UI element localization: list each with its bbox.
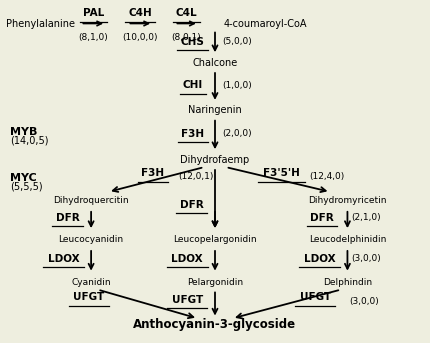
Text: DFR: DFR: [56, 213, 80, 223]
Text: MYB: MYB: [10, 127, 37, 138]
Text: Dihydrofaemp: Dihydrofaemp: [180, 155, 250, 165]
Text: (8,0,1): (8,0,1): [172, 33, 201, 42]
Text: DFR: DFR: [310, 213, 334, 223]
Text: Dihydroquercitin: Dihydroquercitin: [53, 196, 129, 205]
Text: Delphindin: Delphindin: [323, 277, 372, 286]
Text: UFGT: UFGT: [300, 292, 331, 302]
Text: UFGT: UFGT: [172, 295, 203, 305]
Text: Cyanidin: Cyanidin: [71, 277, 111, 286]
Text: MYC: MYC: [10, 173, 37, 183]
Text: (14,0,5): (14,0,5): [10, 136, 49, 146]
Text: Leucodelphinidin: Leucodelphinidin: [309, 235, 386, 244]
Text: PAL: PAL: [83, 8, 104, 18]
Text: LDOX: LDOX: [304, 254, 335, 264]
Text: (2,0,0): (2,0,0): [223, 129, 252, 138]
Text: Dihydromyricetin: Dihydromyricetin: [308, 196, 387, 205]
Text: 4-coumaroyl-CoA: 4-coumaroyl-CoA: [224, 19, 307, 28]
Text: CHI: CHI: [183, 80, 203, 90]
Text: (1,0,0): (1,0,0): [223, 81, 252, 90]
Text: (12,0,1): (12,0,1): [179, 172, 214, 181]
Text: (3,0,0): (3,0,0): [350, 297, 379, 306]
Text: (5,0,0): (5,0,0): [223, 37, 252, 46]
Text: (2,1,0): (2,1,0): [352, 213, 381, 223]
Text: LDOX: LDOX: [172, 254, 203, 264]
Text: (10,0,0): (10,0,0): [123, 33, 158, 42]
Text: (5,5,5): (5,5,5): [10, 182, 43, 192]
Text: LDOX: LDOX: [48, 254, 79, 264]
Text: C4H: C4H: [129, 8, 152, 18]
Text: CHS: CHS: [181, 37, 205, 47]
Text: Naringenin: Naringenin: [188, 105, 242, 115]
Text: (8,1,0): (8,1,0): [78, 33, 108, 42]
Text: Leucocyanidin: Leucocyanidin: [58, 235, 124, 244]
Text: F3'5'H: F3'5'H: [263, 168, 300, 178]
Text: Chalcone: Chalcone: [192, 58, 238, 68]
Text: Anthocyanin-3-glycoside: Anthocyanin-3-glycoside: [133, 318, 297, 331]
Text: DFR: DFR: [180, 200, 203, 210]
Text: C4L: C4L: [175, 8, 197, 18]
Text: Pelargonidin: Pelargonidin: [187, 277, 243, 286]
Text: F3H: F3H: [141, 168, 165, 178]
Text: (12,4,0): (12,4,0): [309, 172, 344, 181]
Text: (3,0,0): (3,0,0): [352, 254, 381, 263]
Text: Leucopelargonidin: Leucopelargonidin: [173, 235, 257, 244]
Text: Phenylalanine: Phenylalanine: [6, 19, 75, 28]
Text: F3H: F3H: [181, 129, 204, 139]
Text: UFGT: UFGT: [74, 292, 104, 302]
